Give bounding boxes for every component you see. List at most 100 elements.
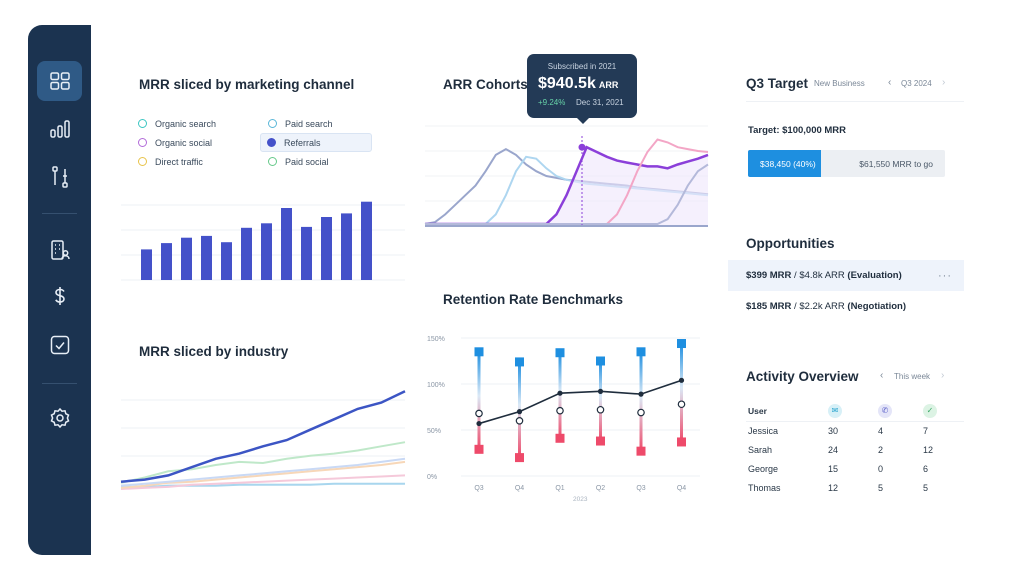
bar xyxy=(241,227,252,280)
y-tick-label: 50% xyxy=(427,428,441,435)
user-header: User xyxy=(746,401,826,422)
more-icon[interactable]: ··· xyxy=(938,269,952,282)
email-count: 30 xyxy=(828,425,839,436)
mrr-industry-title: MRR sliced by industry xyxy=(139,344,289,359)
opportunity-row[interactable]: $185 MRR / $2.2k ARR (Negotiation) xyxy=(746,301,906,312)
sidebar-divider xyxy=(42,213,77,214)
median-point xyxy=(677,400,686,409)
chevron-left-icon[interactable]: ‹ xyxy=(888,77,892,88)
bar xyxy=(321,217,332,280)
hover-point xyxy=(578,143,586,151)
retention-chart: 150% 100% 50% 0% Q3 Q4 Q1 Q2 Q3 Q4 2023 xyxy=(427,336,700,503)
channel-legend: Organic search Paid search Organic socia… xyxy=(138,115,388,173)
table-header-row: User ✉ ✆ ✓ xyxy=(746,401,964,422)
nav-tasks[interactable] xyxy=(37,325,82,365)
mean-point xyxy=(557,390,563,396)
nav-reports[interactable] xyxy=(37,109,82,149)
legend-item[interactable]: Direct traffic xyxy=(138,153,203,170)
bottom-marker xyxy=(677,437,686,447)
legend-item[interactable]: Paid search xyxy=(268,115,333,132)
email-count: 24 xyxy=(828,444,839,455)
legend-label: Organic search xyxy=(155,118,217,129)
range-bar xyxy=(477,351,481,450)
legend-label: Organic social xyxy=(155,137,213,148)
activity-title: Activity Overview xyxy=(746,369,859,384)
tooltip-unit: ARR xyxy=(598,80,619,90)
series-line xyxy=(120,390,406,483)
chevron-left-icon[interactable]: ‹ xyxy=(880,370,884,381)
legend-item[interactable]: Paid social xyxy=(268,153,329,170)
dollar-icon xyxy=(54,287,65,305)
email-count: 15 xyxy=(828,463,839,474)
opp-arr: $4.8k ARR xyxy=(799,270,845,281)
tooltip-change: +9.24% xyxy=(538,98,566,107)
nav-dashboard[interactable] xyxy=(37,61,82,101)
top-marker xyxy=(677,339,686,349)
opp-mrr: $185 MRR xyxy=(746,301,792,312)
opp-arr: $2.2k ARR xyxy=(799,301,845,312)
y-tick-label: 0% xyxy=(427,474,437,481)
opportunity-row[interactable]: $399 MRR / $4.8k ARR (Evaluation) ··· xyxy=(728,260,964,291)
task-count: 5 xyxy=(923,482,929,493)
range-bar xyxy=(639,351,643,452)
opp-stage: (Evaluation) xyxy=(847,270,902,281)
period-label[interactable]: Q3 2024 xyxy=(901,79,932,88)
legend-dot xyxy=(267,138,276,147)
q3-target-header: Q3 Target New Business ‹ Q3 2024 › xyxy=(746,76,964,102)
building-user-icon xyxy=(50,240,70,260)
legend-item[interactable]: Organic search xyxy=(138,115,216,132)
activity-period[interactable]: This week xyxy=(894,372,931,381)
legend-label: Referrals xyxy=(284,137,321,148)
tooltip-amount: $940.5k xyxy=(538,75,596,92)
table-row[interactable]: George 15 0 6 xyxy=(746,459,964,478)
dashboard-icon xyxy=(49,72,70,90)
nav-flows[interactable] xyxy=(37,157,82,197)
segment-label: New Business xyxy=(814,79,865,88)
bottom-marker xyxy=(474,444,484,454)
median-point xyxy=(475,409,483,418)
bar-chart-icon xyxy=(49,120,70,138)
tooltip-date: Dec 31, 2021 xyxy=(576,98,624,107)
x-tick-label: Q3 xyxy=(636,485,645,492)
mean-point xyxy=(638,391,644,397)
table-row[interactable]: Thomas 12 5 5 xyxy=(746,478,964,497)
median-point xyxy=(596,405,605,414)
table-row[interactable]: Sarah 24 2 12 xyxy=(746,440,964,459)
sidebar-divider xyxy=(42,383,77,384)
mean-point xyxy=(678,377,685,383)
chevron-right-icon[interactable]: › xyxy=(942,77,946,88)
legend-dot xyxy=(138,119,147,128)
nav-customers[interactable] xyxy=(37,230,82,270)
retention-title: Retention Rate Benchmarks xyxy=(443,292,624,307)
bar xyxy=(261,223,272,280)
email-count: 12 xyxy=(828,482,839,493)
opp-mrr: $399 MRR xyxy=(746,270,792,281)
legend-dot xyxy=(138,157,147,166)
call-count: 0 xyxy=(878,463,884,474)
bottom-marker xyxy=(596,436,605,446)
nav-billing[interactable] xyxy=(37,276,82,316)
series-line xyxy=(120,474,406,490)
x-tick-label: Q1 xyxy=(555,485,564,492)
q3-target-title: Q3 Target xyxy=(746,76,809,91)
call-count: 5 xyxy=(878,482,884,493)
legend-item[interactable]: Organic social xyxy=(138,134,212,151)
task-count: 7 xyxy=(923,425,929,436)
call-count: 4 xyxy=(878,425,884,436)
chevron-right-icon[interactable]: › xyxy=(941,370,945,381)
channel-bar-chart xyxy=(121,201,405,281)
remaining-label: $61,550 MRR to go xyxy=(859,158,933,169)
nav-settings[interactable] xyxy=(37,398,82,438)
y-tick-label: 150% xyxy=(427,336,445,343)
top-marker xyxy=(596,356,605,366)
legend-item-selected[interactable]: Referrals xyxy=(260,133,372,152)
series-line xyxy=(121,482,405,488)
user-name: Jessica xyxy=(748,425,779,436)
y-tick-label: 100% xyxy=(427,382,445,389)
series-line xyxy=(120,441,406,484)
activity-table: User ✉ ✆ ✓ Jessica 30 4 7 Sarah 24 2 12 George… xyxy=(746,401,964,497)
table-row[interactable]: Jessica 30 4 7 xyxy=(746,421,964,440)
industry-line-chart xyxy=(120,390,406,490)
check-icon: ✓ xyxy=(923,403,937,418)
bar xyxy=(221,242,232,280)
